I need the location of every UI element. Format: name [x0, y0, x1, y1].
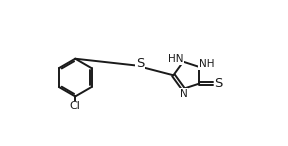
Text: HN: HN — [168, 54, 184, 64]
Text: NH: NH — [199, 59, 214, 69]
Text: S: S — [215, 77, 223, 90]
Text: S: S — [136, 57, 145, 70]
Text: Cl: Cl — [70, 101, 81, 111]
Text: N: N — [180, 89, 187, 99]
